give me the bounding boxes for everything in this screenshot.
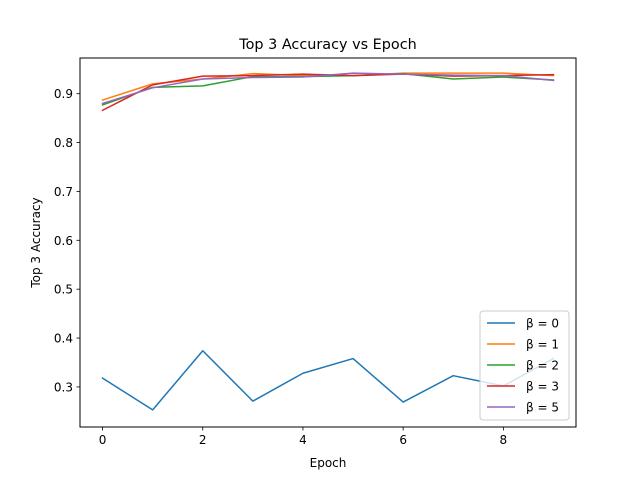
y-axis-label: Top 3 Accuracy [29, 197, 43, 288]
y-tick-label: 0.8 [54, 136, 73, 150]
legend-label-0: β = 0 [526, 317, 559, 331]
y-tick-label: 0.5 [54, 283, 73, 297]
x-tick-label: 4 [299, 433, 307, 447]
legend-label-4: β = 5 [526, 401, 559, 415]
series-line-0 [101, 350, 555, 411]
plot-frame [79, 57, 577, 428]
x-tick-label: 0 [99, 433, 107, 447]
legend: β = 0 β = 1 β = 2 β = 3 β = 5 [479, 310, 570, 421]
legend-frame [479, 310, 570, 421]
legend-label-2: β = 2 [526, 359, 559, 373]
y-tick-label: 0.4 [54, 332, 73, 346]
chart-title: Top 3 Accuracy vs Epoch [238, 37, 417, 53]
y-tick-label: 0.9 [54, 87, 73, 101]
series-line-4 [101, 72, 555, 105]
legend-label-3: β = 3 [526, 380, 559, 394]
x-axis-ticks: 0 2 4 6 8 [99, 427, 507, 447]
series-line-2 [101, 72, 555, 106]
y-tick-label: 0.7 [54, 185, 73, 199]
x-tick-label: 8 [500, 433, 508, 447]
y-axis-ticks: 0.3 0.4 0.5 0.6 0.7 0.8 0.9 [54, 87, 80, 394]
x-axis-label: Epoch [310, 456, 347, 470]
y-tick-label: 0.3 [54, 380, 73, 394]
x-tick-label: 2 [199, 433, 207, 447]
x-tick-label: 6 [399, 433, 407, 447]
series-group [101, 72, 555, 411]
legend-label-1: β = 1 [526, 338, 559, 352]
y-tick-label: 0.6 [54, 234, 73, 248]
